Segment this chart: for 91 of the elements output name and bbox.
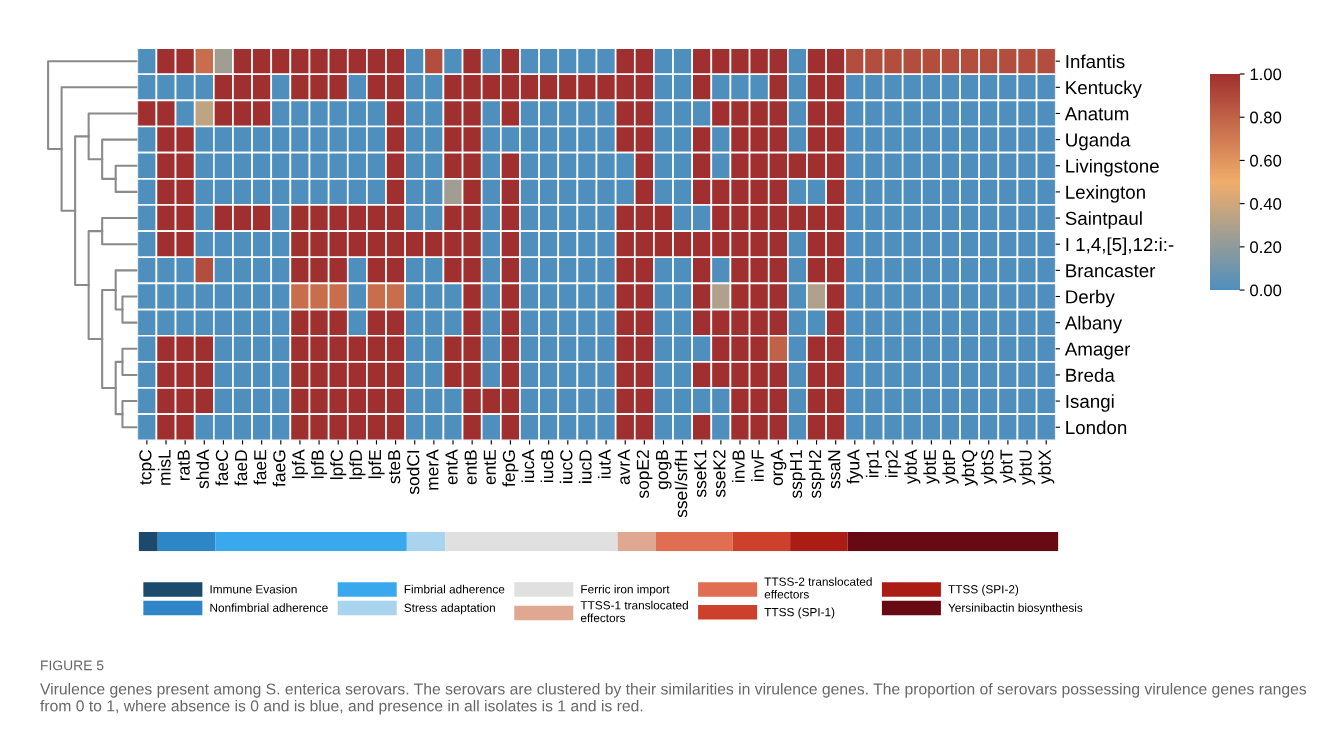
y-tick-label: Saintpaul [1065, 211, 1142, 229]
x-tick-label: fyuA [846, 449, 863, 484]
x-tick-label: sseK1 [694, 450, 707, 498]
x-tick-label: irp1 [865, 450, 883, 478]
x-tick-label: fepG [502, 450, 519, 487]
x-tick-label: lpfA [291, 449, 309, 479]
x-tick-label: irp2 [885, 450, 902, 478]
bar [790, 532, 848, 552]
x-tick-label: ybtT [999, 449, 1016, 484]
color-bar-label: 0.00 [1250, 284, 1282, 297]
x-tick-label: orgA [770, 449, 787, 486]
x-tick-label: sspH2 [808, 450, 825, 499]
x-tick-label: sodCI [406, 450, 420, 495]
x-tick-label: lpfC [330, 449, 347, 480]
x-tick-label: entA [445, 449, 458, 485]
y-tick-label: Breda [1066, 368, 1115, 382]
x-tick-label: ybtS [980, 450, 997, 485]
x-tick-label: lpfB [310, 450, 328, 479]
x-tick-label: sseI/srfH [674, 450, 688, 518]
x-tick-label: faeD [234, 450, 248, 486]
y-tick-label: Amager [1064, 342, 1131, 360]
bar [847, 532, 1059, 552]
y-tick-label: Uganda [1066, 132, 1131, 151]
bar [656, 532, 733, 552]
x-tick-label: steB [388, 450, 401, 484]
x-tick-label: ybtQ [961, 450, 978, 486]
legend-label: Immune Evasion [210, 584, 297, 594]
legend-label: TTSS-2 translocated effectors [764, 577, 872, 599]
x-tick-label: ybtE [923, 450, 940, 485]
legend-label: TTSS (SPI-1) [764, 607, 835, 619]
x-tick-label: ybtU [1018, 450, 1036, 485]
y-tick-label: Brancaster [1066, 264, 1156, 278]
bar [406, 532, 446, 552]
x-tick-label: sseK2 [713, 450, 726, 498]
y-tick-label: Isangi [1066, 394, 1114, 412]
x-tick-label: shdA [196, 449, 209, 489]
x-tick-label: faeC [215, 449, 229, 486]
x-tick-label: lpfE [368, 450, 385, 479]
x-tick-label: invB [731, 450, 745, 482]
x-tick-label: lpfD [349, 450, 366, 480]
y-tick-label: Livingstone [1066, 158, 1159, 177]
x-tick-label: iutA [597, 449, 611, 479]
legend-label: Nonfimbrial adherence [210, 603, 328, 612]
color-bar-label: 0.60 [1250, 154, 1282, 167]
x-tick-label: avrA [617, 449, 630, 485]
color-bar-label: 1.00 [1250, 68, 1282, 81]
x-tick-label: faeG [272, 450, 286, 487]
bar [732, 532, 791, 552]
x-tick-label: faeE [253, 450, 267, 485]
legend-label: Fimbrial adherence [404, 584, 505, 594]
x-tick-label: iucB [540, 450, 554, 482]
bar [215, 532, 407, 552]
bar [157, 532, 216, 552]
x-tick-label: invF [751, 450, 764, 481]
text: Virulence genes present among S. enterica serovars. The serovars are clustered by their similarities in virulence genes. The proportion of serovars possessing virulence genes ranges from 0 to 1, where absence is 0 and is blue, and presence in all isolates is 1 and is red. [40, 683, 1307, 715]
x-tick-label: merA [426, 449, 439, 490]
x-tick-label: tcpC [139, 449, 155, 485]
legend-label: Ferric iron import [581, 584, 670, 596]
legend-label: TTSS (SPI-2) [948, 584, 1019, 596]
x-tick-label: ybtX [1038, 449, 1055, 485]
x-tick-label: iucC [559, 449, 573, 483]
y-tick-label: Infantis [1066, 54, 1125, 69]
y-tick-label: Kentucky [1066, 80, 1142, 98]
y-tick-label: London [1066, 420, 1127, 435]
color-bar-label: 0.80 [1250, 111, 1282, 124]
y-tick-label: Anatum [1064, 107, 1129, 121]
color-bar-label: 0.40 [1250, 198, 1282, 210]
color-bar-label: 0.20 [1250, 241, 1282, 254]
bar [445, 532, 618, 552]
x-tick-label: ybtP [942, 450, 959, 485]
x-tick-label: sopE2 [636, 450, 653, 499]
x-tick-label: entB [464, 450, 477, 485]
y-tick-label: Albany [1064, 315, 1123, 334]
x-tick-label: gogB [656, 450, 672, 490]
x-tick-label: ratB [177, 450, 190, 481]
bar [617, 532, 656, 552]
x-tick-label: sspH1 [789, 450, 806, 499]
y-tick-label: Derby [1066, 289, 1115, 308]
x-tick-label: iucD [578, 450, 592, 483]
legend-label: TTSS-1 translocated effectors [580, 600, 688, 623]
legend-label: Stress adaptation [404, 603, 495, 615]
y-tick-label: I 1,4,[5],12:i:- [1066, 237, 1174, 255]
x-tick-label: ssaN [828, 450, 841, 489]
x-tick-label: misL [157, 449, 171, 485]
x-tick-label: ybtA [904, 449, 921, 485]
y-tick-label: Lexington [1066, 185, 1145, 203]
bar [138, 532, 158, 552]
x-tick-label: iucA [521, 449, 535, 482]
legend-label: Yersinibactin biosynthesis [948, 603, 1083, 615]
x-tick-label: entE [483, 450, 496, 485]
caption: FIGURE 5 [41, 660, 104, 671]
